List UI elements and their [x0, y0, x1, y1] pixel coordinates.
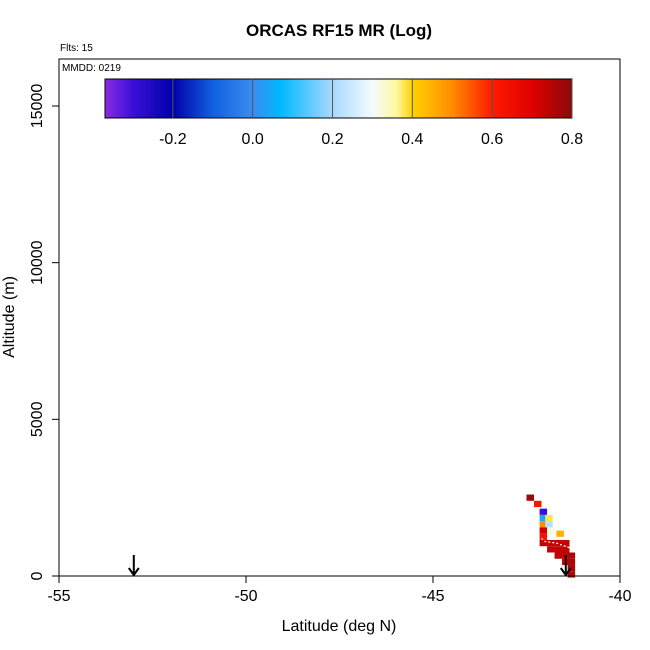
heatmap-cell — [545, 514, 553, 522]
heatmap-cell — [567, 571, 576, 578]
heatmap-cell — [554, 552, 563, 559]
heatmap-cell — [567, 552, 576, 559]
colorbar-tick-label: 0.6 — [481, 131, 503, 148]
heatmap-cell — [539, 527, 548, 534]
flights-annotation: Flts: 15 — [60, 43, 93, 54]
x-axis: -55 -50 -45 -40 — [47, 575, 632, 605]
heatmap-cell — [554, 546, 563, 553]
heatmap-cell — [539, 514, 548, 522]
x-tick-label: -50 — [234, 588, 257, 605]
colorbar-gradient — [104, 78, 573, 119]
heatmap-cell — [562, 546, 570, 553]
heatmap-cell — [567, 565, 576, 572]
y-tick-label: 5000 — [29, 401, 46, 437]
end-arrow — [559, 555, 572, 577]
heatmap-cell — [539, 533, 548, 540]
heatmap-cells — [526, 494, 576, 578]
start-arrow — [127, 555, 140, 577]
heatmap-cell — [547, 539, 555, 547]
chart-title: ORCAS RF15 MR (Log) — [246, 21, 432, 40]
colorbar-tick-label: 0.2 — [321, 131, 343, 148]
location-markers — [127, 555, 572, 577]
heatmap-cell — [554, 539, 563, 547]
x-tick-label: -45 — [421, 588, 444, 605]
colorbar-tick-label: 0.8 — [561, 131, 583, 148]
date-annotation: MMDD: 0219 — [62, 63, 121, 74]
y-tick-label: 15000 — [29, 84, 46, 129]
heatmap-cell — [539, 508, 548, 515]
heatmap-cell — [539, 521, 548, 528]
heatmap-cell — [539, 539, 548, 547]
x-axis-label: Latitude (deg N) — [282, 618, 397, 635]
heatmap-cell — [547, 546, 555, 553]
heatmap-cell — [547, 527, 555, 534]
colorbar-tick-label: -0.2 — [159, 131, 187, 148]
colorbar-tick-label: 0.4 — [401, 131, 423, 148]
y-axis: 0 5000 10000 15000 — [29, 84, 60, 580]
y-tick-label: 10000 — [29, 240, 46, 285]
heatmap-cell — [556, 530, 564, 537]
y-tick-label: 0 — [29, 571, 46, 580]
colorbar: -0.2 0.0 0.2 0.4 0.6 0.8 — [104, 78, 583, 148]
x-tick-label: -55 — [47, 588, 70, 605]
heatmap-cell — [533, 500, 542, 508]
heatmap-cell — [562, 539, 570, 547]
heatmap-cell — [545, 521, 553, 528]
x-tick-label: -40 — [608, 588, 631, 605]
heatmap-cell — [526, 494, 534, 501]
y-axis-label: Altitude (m) — [1, 276, 18, 358]
heatmap-cell — [567, 558, 576, 566]
colorbar-tick-label: 0.0 — [242, 131, 264, 148]
